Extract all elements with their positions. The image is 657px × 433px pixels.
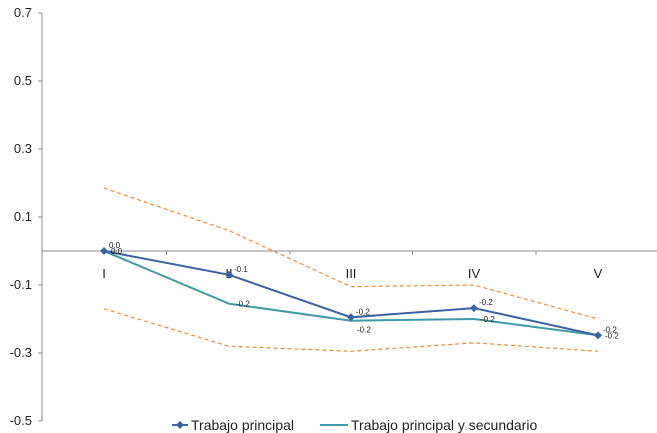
x-tick-label: IV [468, 266, 481, 281]
data-label: -0.2 [356, 307, 370, 316]
y-tick-label: 0.7 [14, 5, 32, 20]
data-label: -0.2 [236, 300, 250, 309]
data-label: -0.2 [603, 325, 617, 334]
data-label: 0.0 [111, 247, 123, 256]
legend-marker [176, 421, 184, 429]
y-tick-label: -0.5 [10, 413, 32, 428]
data-label: -0.2 [481, 315, 495, 324]
data-label: 0.0 [109, 241, 121, 250]
x-tick-label: I [102, 266, 106, 281]
series-line [103, 250, 599, 337]
y-tick-label: 0.5 [14, 73, 32, 88]
y-tick-label: 0.1 [14, 209, 32, 224]
legend-label: Trabajo principal [191, 417, 294, 433]
y-tick-label: 0.3 [14, 141, 32, 156]
series-point [100, 247, 108, 255]
series-point [470, 304, 478, 313]
x-tick-label: V [594, 266, 603, 281]
data-label: -0.2 [357, 326, 371, 335]
confidence-band-line [103, 308, 599, 352]
confidence-band-line [103, 187, 599, 320]
y-tick-label: -0.3 [10, 345, 32, 360]
series-point [347, 313, 355, 322]
data-label: -0.2 [605, 331, 619, 340]
data-label: -0.2 [479, 298, 493, 307]
series-point [225, 270, 233, 279]
x-tick-label: III [346, 266, 357, 281]
legend-label: Trabajo principal y secundario [351, 417, 537, 433]
series-line [103, 250, 599, 337]
y-tick-label: -0.1 [10, 277, 32, 292]
series-point [594, 331, 602, 340]
data-label: -0.1 [234, 265, 248, 274]
